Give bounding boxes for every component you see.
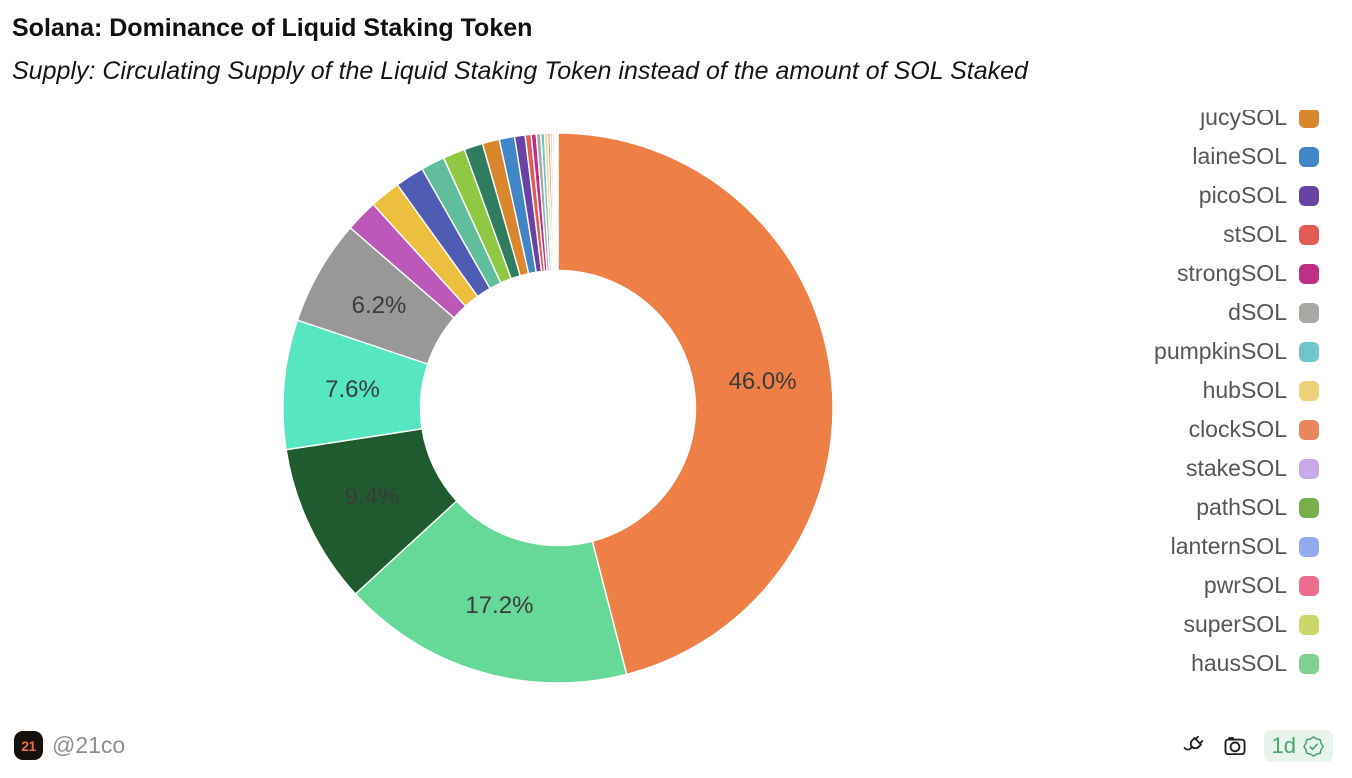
21co-logo[interactable]: 21 xyxy=(14,731,43,760)
author-attribution[interactable]: 21 @21co xyxy=(14,731,125,760)
chart-legend: jucySOL laineSOL picoSOL stSOL strongSOL dSOL… xyxy=(1154,110,1319,686)
legend-item-dSOL[interactable]: dSOL xyxy=(1154,293,1319,332)
legend-item-label: lanternSOL xyxy=(1170,533,1287,559)
donut-slice-hausSOL[interactable] xyxy=(556,132,559,272)
chart-toolbar: 1d xyxy=(1180,730,1333,762)
chart-legend-list: jucySOL laineSOL picoSOL stSOL strongSOL dSOL… xyxy=(1154,110,1319,683)
legend-item-stSOL[interactable]: stSOL xyxy=(1154,215,1319,254)
legend-color-swatch xyxy=(1299,263,1319,284)
legend-item-label: superSOL xyxy=(1183,611,1287,637)
camera-icon[interactable] xyxy=(1222,733,1248,759)
legend-item-label: jucySOL xyxy=(1200,110,1287,130)
legend-item-hausSOL[interactable]: hausSOL xyxy=(1154,644,1319,683)
donut-slice-segment-2[interactable] xyxy=(354,499,628,684)
legend-item-jucySOL[interactable]: jucySOL xyxy=(1154,110,1319,137)
legend-item-label: stakeSOL xyxy=(1186,455,1287,481)
legend-item-pwrSOL[interactable]: pwrSOL xyxy=(1154,566,1319,605)
refresh-age-badge[interactable]: 1d xyxy=(1263,730,1333,762)
legend-item-label: picoSOL xyxy=(1198,182,1287,208)
chart-title: Solana: Dominance of Liquid Staking Toke… xyxy=(12,14,533,42)
legend-color-swatch xyxy=(1299,536,1319,557)
legend-color-swatch xyxy=(1299,458,1319,479)
refresh-age-label: 1d xyxy=(1271,733,1296,758)
legend-color-swatch xyxy=(1299,614,1319,635)
legend-item-picoSOL[interactable]: picoSOL xyxy=(1154,176,1319,215)
legend-color-swatch xyxy=(1299,653,1319,674)
verified-icon xyxy=(1303,735,1324,757)
legend-item-label: pumpkinSOL xyxy=(1154,338,1287,364)
legend-item-hubSOL[interactable]: hubSOL xyxy=(1154,371,1319,410)
legend-item-label: clockSOL xyxy=(1188,416,1287,442)
legend-item-stakeSOL[interactable]: stakeSOL xyxy=(1154,449,1319,488)
legend-item-laineSOL[interactable]: laineSOL xyxy=(1154,137,1319,176)
legend-item-lanternSOL[interactable]: lanternSOL xyxy=(1154,527,1319,566)
legend-item-label: strongSOL xyxy=(1177,260,1287,286)
legend-color-swatch xyxy=(1299,146,1319,167)
legend-item-label: pathSOL xyxy=(1196,494,1287,520)
donut-slice-segment-1[interactable] xyxy=(557,132,834,676)
legend-item-pathSOL[interactable]: pathSOL xyxy=(1154,488,1319,527)
chart-subtitle: Supply: Circulating Supply of the Liquid… xyxy=(12,57,1028,85)
legend-item-pumpkinSOL[interactable]: pumpkinSOL xyxy=(1154,332,1319,371)
donut-chart-svg xyxy=(282,132,834,684)
legend-color-swatch xyxy=(1299,341,1319,362)
legend-color-swatch xyxy=(1299,419,1319,440)
legend-item-label: hubSOL xyxy=(1202,377,1287,403)
legend-item-label: hausSOL xyxy=(1191,650,1287,676)
plug-icon[interactable] xyxy=(1180,733,1206,759)
legend-color-swatch xyxy=(1299,110,1319,128)
legend-item-label: stSOL xyxy=(1223,221,1287,247)
donut-chart: 46.0% 17.2% 9.4% 7.6% 6.2% xyxy=(282,132,834,684)
legend-item-superSOL[interactable]: superSOL xyxy=(1154,605,1319,644)
legend-color-swatch xyxy=(1299,224,1319,245)
legend-item-label: pwrSOL xyxy=(1203,572,1287,598)
author-handle[interactable]: @21co xyxy=(52,732,126,758)
legend-color-swatch xyxy=(1299,185,1319,206)
legend-color-swatch xyxy=(1299,497,1319,518)
legend-color-swatch xyxy=(1299,302,1319,323)
legend-color-swatch xyxy=(1299,380,1319,401)
legend-item-strongSOL[interactable]: strongSOL xyxy=(1154,254,1319,293)
legend-color-swatch xyxy=(1299,575,1319,596)
legend-item-label: dSOL xyxy=(1228,299,1287,325)
legend-item-label: laineSOL xyxy=(1192,143,1287,169)
legend-item-clockSOL[interactable]: clockSOL xyxy=(1154,410,1319,449)
